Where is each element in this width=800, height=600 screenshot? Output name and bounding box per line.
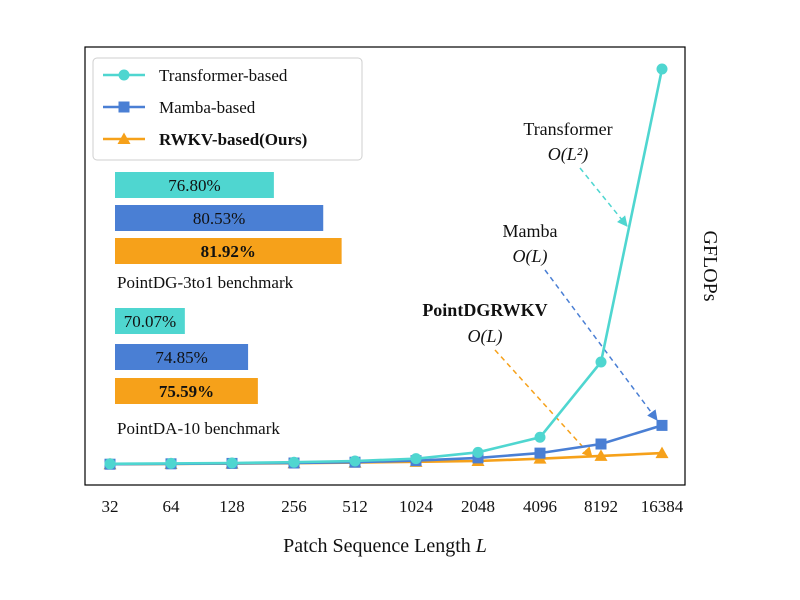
- benchmark-bar-label: 80.53%: [193, 209, 245, 228]
- benchmark-name: PointDG-3to1 benchmark: [117, 273, 294, 292]
- annotation-arrow: [544, 269, 658, 421]
- data-point: [534, 431, 546, 443]
- annotation-complexity: O(L²): [548, 144, 588, 165]
- benchmark-bar: [115, 172, 274, 198]
- benchmark-bar: [115, 344, 249, 370]
- annotation-label: Mamba: [503, 221, 558, 241]
- benchmark-bar: [115, 308, 185, 334]
- data-point: [165, 457, 177, 469]
- annotation-label: PointDGRWKV: [422, 300, 547, 320]
- legend-marker: [118, 69, 130, 81]
- legend-marker: [118, 101, 130, 113]
- data-point: [410, 453, 422, 465]
- annotation-arrow: [579, 167, 628, 227]
- benchmark-bar: [115, 378, 258, 404]
- annotation-complexity: O(L): [468, 326, 503, 347]
- y-axis-label: GFLOPs: [699, 230, 721, 301]
- legend-entry: Transformer-based: [159, 66, 288, 85]
- x-tick-label: 4096: [523, 497, 557, 516]
- data-point: [656, 63, 668, 75]
- x-tick-label: 8192: [584, 497, 618, 516]
- x-tick-label: 512: [342, 497, 368, 516]
- benchmark-bar-label: 81.92%: [201, 242, 256, 261]
- complexity-annotations: Transformer O(L²) Mamba O(L) PointDGRWKV O(L): [422, 119, 658, 458]
- x-tick-label: 128: [219, 497, 245, 516]
- plot-frame: [84, 46, 686, 486]
- x-tick-label: 1024: [399, 497, 434, 516]
- benchmark-name: PointDA-10 benchmark: [117, 419, 280, 438]
- data-point: [595, 356, 607, 368]
- legend-entry: RWKV-based(Ours): [159, 130, 307, 149]
- x-tick-labels: 32 64 128 256 512 1024 2048 4096 8192 16384: [102, 497, 684, 516]
- benchmark-bar-label: 70.07%: [124, 312, 176, 331]
- annotation-arrow: [494, 349, 593, 458]
- data-point: [655, 446, 669, 459]
- data-point: [594, 449, 608, 461]
- benchmark-bars: 76.80% 80.53% 81.92% PointDG-3to1 benchmark…: [115, 172, 342, 438]
- benchmark-bar-label: 75.59%: [159, 382, 214, 401]
- x-axis-label: Patch Sequence Length L: [283, 535, 487, 557]
- data-point: [349, 455, 361, 467]
- benchmark-bar-label: 76.80%: [168, 176, 220, 195]
- data-point: [656, 419, 668, 431]
- benchmark-bar: [115, 238, 342, 264]
- legend-box: [92, 57, 363, 161]
- x-tick-label: 2048: [461, 497, 495, 516]
- benchmark-bar-label: 74.85%: [155, 348, 207, 367]
- benchmark-bar: [115, 205, 324, 231]
- legend-marker: [117, 132, 131, 144]
- legend: Transformer-based Mamba-based RWKV-based(O…: [92, 57, 363, 161]
- data-point: [534, 447, 546, 459]
- data-point: [595, 438, 607, 450]
- x-tick-label: 16384: [641, 497, 684, 516]
- data-point: [472, 446, 484, 458]
- x-tick-label: 32: [102, 497, 119, 516]
- series-lines: [103, 63, 669, 470]
- x-tick-label: 256: [281, 497, 307, 516]
- x-tick-label: 64: [163, 497, 181, 516]
- legend-entry: Mamba-based: [159, 98, 256, 117]
- annotation-complexity: O(L): [513, 246, 548, 267]
- data-point: [288, 456, 300, 468]
- series-line: [109, 68, 664, 466]
- data-point: [472, 452, 484, 464]
- data-point: [104, 458, 116, 470]
- annotation-label: Transformer: [523, 119, 612, 139]
- data-point: [226, 457, 238, 469]
